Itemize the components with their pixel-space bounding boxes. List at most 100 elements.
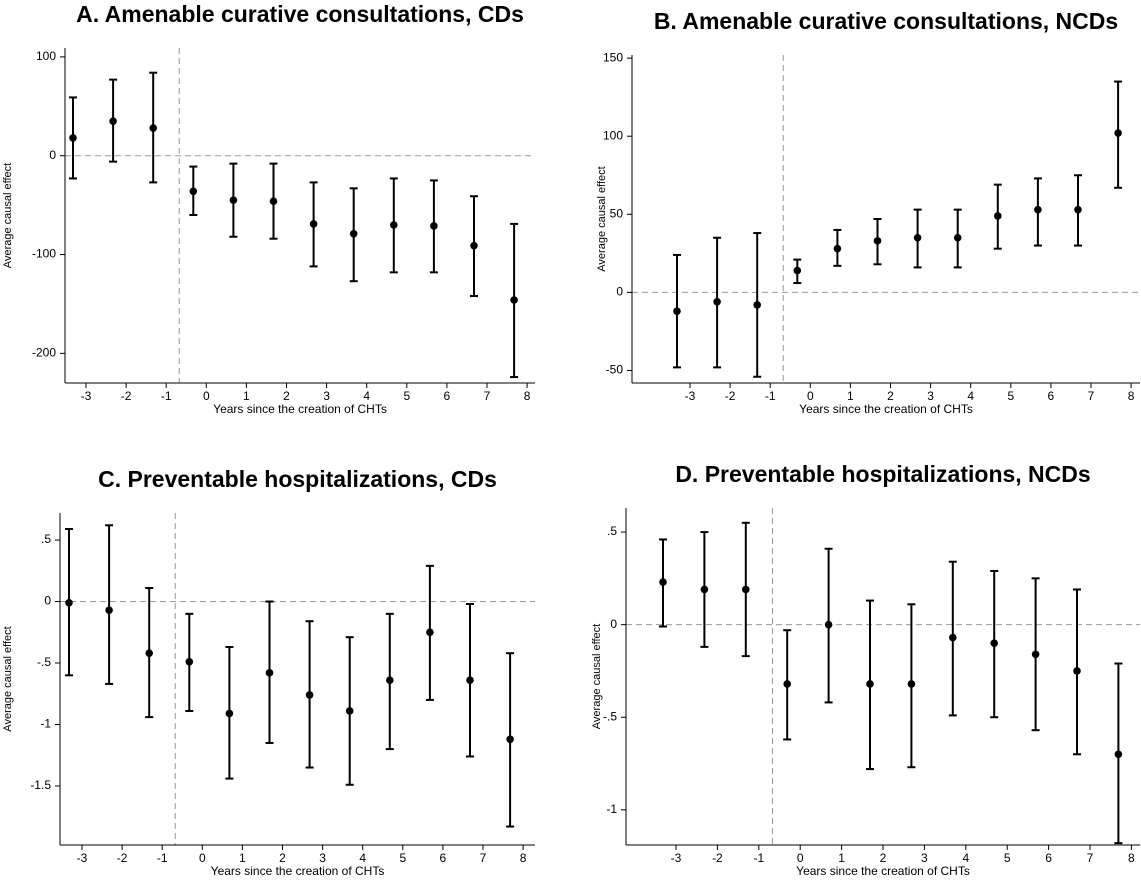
point: [470, 241, 478, 250]
point: [793, 266, 802, 275]
point: [430, 222, 438, 230]
x-tick-label: 6: [1048, 389, 1055, 403]
x-tick-label: 1: [847, 389, 854, 403]
x-tick-label: 8: [1128, 851, 1135, 865]
point: [265, 669, 274, 677]
point: [466, 676, 474, 685]
point: [824, 620, 833, 629]
x-tick-label: 4: [967, 389, 974, 403]
point: [185, 657, 194, 666]
y-tick-label: -200: [32, 346, 56, 360]
point: [309, 220, 318, 228]
point: [149, 124, 157, 132]
point: [873, 237, 882, 245]
x-tick-label: 6: [440, 851, 447, 865]
x-tick-label: 0: [203, 389, 210, 403]
point: [390, 221, 398, 229]
point: [783, 680, 791, 688]
y-tick-label: .5: [41, 532, 51, 546]
point: [345, 707, 354, 715]
x-axis-label: Years since the creation of CHTs: [211, 864, 385, 878]
x-tick-label: 8: [524, 389, 531, 403]
x-tick-label: 2: [283, 389, 290, 403]
y-tick-label: 0: [610, 617, 617, 631]
point: [105, 606, 113, 614]
x-axis-label: Years since the creation of CHTs: [799, 402, 973, 416]
y-axis-label: Average causal effect: [2, 163, 14, 268]
point: [510, 296, 518, 304]
x-tick-label: -2: [121, 389, 132, 403]
point: [673, 307, 681, 315]
panel-title: D. Preventable hospitalizations, NCDs: [675, 461, 1090, 487]
x-tick-label: 5: [1007, 389, 1014, 403]
point: [145, 649, 153, 657]
x-tick-label: 7: [1088, 389, 1095, 403]
x-tick-label: 3: [319, 851, 326, 865]
point: [700, 585, 709, 594]
y-tick-label: 50: [610, 206, 624, 220]
point: [953, 233, 962, 242]
x-tick-label: 4: [363, 389, 370, 403]
y-tick-label: .5: [607, 524, 617, 538]
x-tick-label: 4: [962, 851, 969, 865]
y-tick-label: 150: [603, 50, 623, 64]
x-tick-label: -1: [161, 389, 172, 403]
x-tick-label: -3: [671, 851, 682, 865]
point: [506, 735, 514, 744]
x-tick-label: 1: [243, 389, 250, 403]
point: [1034, 205, 1042, 214]
x-tick-label: 7: [484, 389, 491, 403]
y-tick-label: 100: [603, 128, 623, 142]
panel-title: C. Preventable hospitalizations, CDs: [98, 466, 497, 492]
x-tick-label: -1: [157, 851, 168, 865]
point: [907, 680, 916, 688]
y-tick-label: -.5: [37, 655, 51, 669]
y-axis-label: Average causal effect: [591, 624, 603, 729]
y-tick-label: -1: [606, 802, 617, 816]
point: [426, 628, 434, 637]
x-tick-label: 8: [1128, 389, 1135, 403]
y-axis-label: Average causal effect: [2, 626, 14, 731]
point: [225, 709, 234, 718]
point: [659, 578, 667, 586]
point: [833, 244, 842, 253]
point: [994, 212, 1002, 220]
point: [1073, 667, 1081, 675]
x-tick-label: 3: [927, 389, 934, 403]
panel-title: A. Amenable curative consultations, CDs: [76, 1, 524, 27]
point: [269, 197, 278, 205]
point: [1114, 750, 1123, 759]
x-tick-label: 0: [807, 389, 814, 403]
y-tick-label: -1.5: [30, 778, 51, 792]
x-tick-label: 3: [323, 389, 330, 403]
point: [349, 229, 358, 238]
x-tick-label: 2: [279, 851, 286, 865]
x-tick-label: 2: [887, 389, 894, 403]
point: [109, 117, 117, 125]
y-tick-label: -100: [32, 247, 56, 261]
point: [386, 676, 394, 685]
x-tick-label: 3: [921, 851, 928, 865]
y-tick-label: 0: [49, 148, 56, 162]
y-tick-label: -1: [40, 717, 51, 731]
x-tick-label: -3: [81, 389, 92, 403]
point: [866, 680, 874, 688]
x-tick-label: 6: [1045, 851, 1052, 865]
point: [913, 233, 922, 242]
x-tick-label: -3: [77, 851, 88, 865]
point: [990, 639, 998, 647]
x-tick-label: 5: [399, 851, 406, 865]
x-tick-label: -3: [685, 389, 696, 403]
point: [1074, 205, 1082, 214]
point: [1114, 129, 1122, 137]
point: [65, 598, 73, 607]
panel-title: B. Amenable curative consultations, NCDs: [654, 8, 1118, 34]
x-tick-label: 0: [199, 851, 206, 865]
x-tick-label: 6: [444, 389, 451, 403]
y-tick-label: 0: [616, 285, 623, 299]
x-tick-label: -2: [712, 851, 723, 865]
point: [305, 691, 314, 699]
x-tick-label: 1: [838, 851, 845, 865]
point: [949, 633, 957, 642]
